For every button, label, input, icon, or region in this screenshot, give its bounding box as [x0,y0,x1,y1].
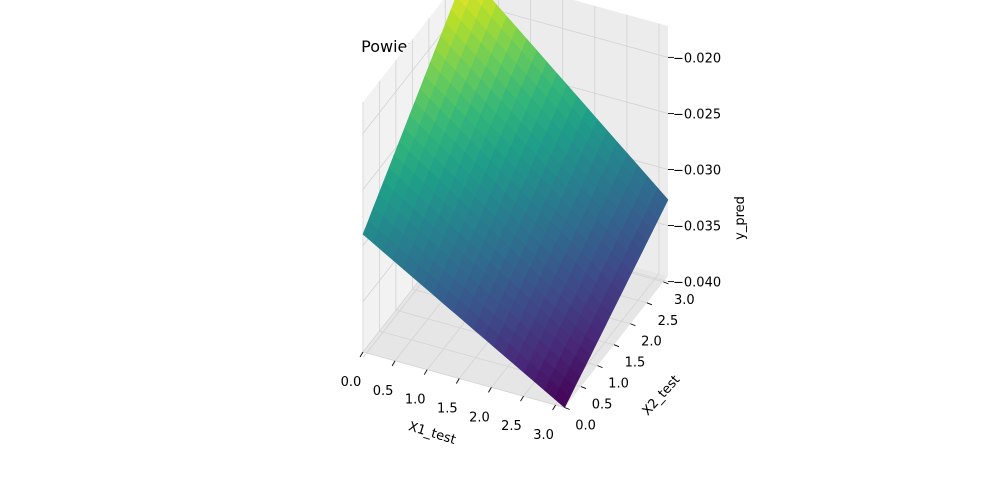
x-tick-mark [552,404,556,411]
surface-patch [554,387,571,408]
y-tick-mark [597,365,603,369]
y-tick-mark [646,302,653,306]
y-tick-label: 1.5 [625,356,646,371]
x-tick-mark [423,369,428,375]
y-tick-mark [580,386,587,389]
grid-line-y [379,81,582,387]
x-tick-mark [359,351,364,358]
x-tick-label: 0.5 [373,384,394,399]
z-tick-label: −0.025 [673,107,721,122]
y-tick-mark [630,323,636,327]
y-tick-mark [613,344,620,348]
x-tick-label: 0.0 [341,375,362,390]
z-tick-label: −0.020 [673,51,721,66]
z-tick-label: −0.040 [673,276,721,291]
z-tick-label: −0.030 [673,163,721,178]
axes-ticks: 0.0 0.5 1.0 1.5 2.0 2.5 3.0 0.0 0.5 1.0 1.5 2.0 2.5 3… [341,51,721,443]
y-tick-label: 0.0 [575,419,596,434]
x-tick-label: 1.5 [437,402,458,417]
x-tick-label: 3.0 [533,428,554,443]
z-axis-label: y_pred [733,196,748,240]
y-tick-label: 2.5 [658,314,679,329]
y-tick-label: 1.0 [608,377,629,392]
x-axis-label: X1_test [407,419,458,448]
x-tick-mark [391,360,396,367]
x-tick-mark [520,395,524,402]
y-tick-mark [564,407,570,410]
x-tick-mark [455,378,460,384]
x-tick-label: 2.0 [469,410,490,425]
y-tick-mark [663,281,669,285]
y-tick-label: 0.5 [592,398,613,413]
y-axis-label: X2_test [640,373,684,419]
surface-plot [362,0,669,408]
y-tick-label: 2.0 [641,335,662,350]
grid-line-x [555,23,660,406]
x-tick-label: 2.5 [501,419,522,434]
z-tick-label: −0.035 [673,220,721,235]
y-tick-label: 3.0 [674,293,695,308]
x-tick-label: 1.0 [405,393,426,408]
x-tick-mark [488,387,492,393]
